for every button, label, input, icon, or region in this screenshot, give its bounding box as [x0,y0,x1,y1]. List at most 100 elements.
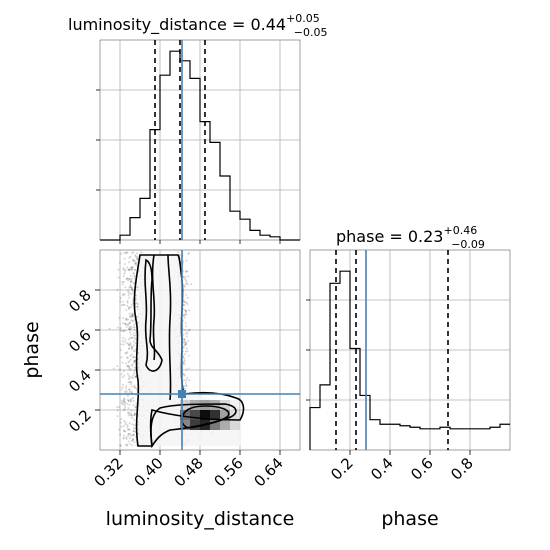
scatter-point [134,254,137,257]
scatter-point [127,432,130,435]
scatter-point [134,342,137,345]
scatter-point [129,433,132,436]
scatter-point [185,385,188,387]
scatter-point [123,397,126,400]
scatter-point [185,368,188,371]
scatter-point [123,419,126,422]
tick-label-luminosity-3: 0.56 [210,454,246,490]
scatter-point [129,255,132,258]
scatter-point [125,436,128,439]
scatter-point [131,363,134,366]
density-cell [210,410,220,420]
scatter-point [126,364,129,367]
scatter-point [128,341,131,344]
scatter-point [125,318,127,321]
scatter-point [129,380,132,383]
scatter-point [184,276,187,279]
scatter-point [183,316,186,319]
scatter-point [184,343,187,346]
scatter-point [136,286,139,289]
contour-core [181,405,230,429]
scatter-point [182,308,185,311]
scatter-point [129,327,132,330]
scatter-point [136,302,139,305]
scatter-point [136,258,139,261]
scatter-point [134,269,137,271]
scatter-point [186,270,189,273]
scatter-point [128,327,131,330]
scatter-point [131,377,134,380]
scatter-point [127,365,130,368]
scatter-point [133,413,136,416]
scatter-point [129,328,132,331]
scatter-point [127,440,130,443]
scatter-point [130,364,133,367]
scatter-point [120,401,123,404]
scatter-point [128,367,131,370]
tick-label-phase-y-0: 0.2 [65,406,95,436]
scatter-point [127,344,130,347]
scatter-point [133,370,136,373]
scatter-point [126,304,129,307]
scatter-point [125,437,128,440]
scatter-point [131,268,134,271]
scatter-point [131,337,134,340]
scatter-point [128,322,131,325]
scatter-point [133,360,136,363]
scatter-point [121,283,124,286]
scatter-point [119,329,122,332]
scatter-point [128,347,131,350]
scatter-point [179,254,182,256]
scatter-point [182,338,185,341]
scatter-point [127,433,130,436]
scatter-point [121,340,124,343]
scatter-point [133,260,136,263]
scatter-point [131,315,134,318]
scatter-point [130,346,133,348]
scatter-point [124,268,127,271]
density-cell [230,420,240,430]
scatter-point [130,268,133,271]
scatter-point [183,360,185,363]
scatter-point [125,352,128,355]
xlabel-luminosity-distance: luminosity_distance [106,508,295,530]
scatter-point [126,301,129,304]
scatter-point [123,430,126,432]
scatter-point [130,414,133,417]
scatter-point [127,400,130,403]
scatter-point [117,268,120,271]
scatter-point [133,336,136,339]
scatter-point [185,347,188,350]
density-cell [200,410,210,420]
scatter-point [125,362,128,365]
scatter-point [134,369,137,371]
xlabel-phase: phase [381,508,438,530]
scatter-point [130,409,133,412]
scatter-point [122,330,125,333]
density-cell [220,420,230,430]
scatter-point [123,398,126,401]
scatter-point [122,317,125,320]
scatter-point [134,355,137,358]
scatter-point [126,373,129,375]
scatter-point [132,414,135,417]
scatter-point [133,419,136,421]
scatter-point [132,259,135,262]
scatter-point [130,288,133,291]
scatter-point [130,336,133,339]
scatter-point [132,272,135,275]
scatter-point [133,281,136,284]
tick-label-phase-x-3: 0.8 [447,454,477,484]
scatter-point [128,347,130,350]
tick-label-phase-x-2: 0.6 [407,454,437,484]
scatter-point [184,278,187,281]
scatter-point [183,300,186,303]
scatter-point [123,404,126,407]
scatter-point [129,274,132,277]
scatter-point [132,289,134,292]
scatter-point [127,365,130,368]
scatter-point [129,285,132,288]
scatter-point [134,255,137,258]
scatter-point [121,361,124,364]
scatter-point [183,373,186,376]
